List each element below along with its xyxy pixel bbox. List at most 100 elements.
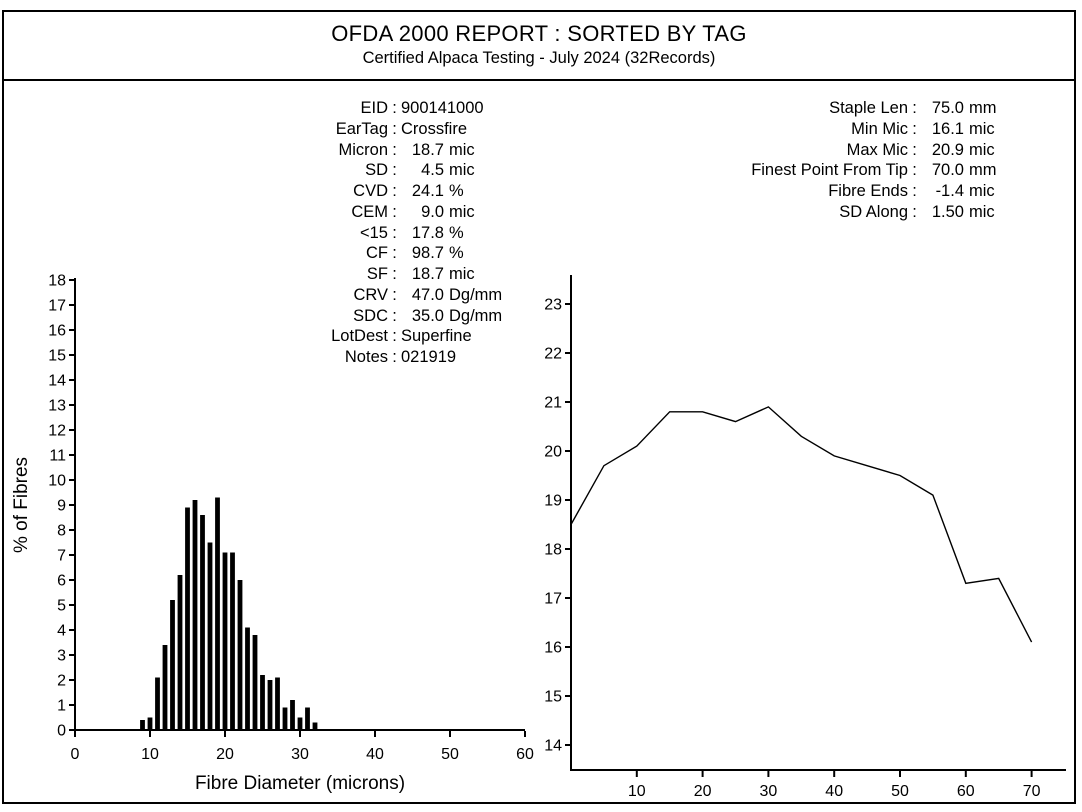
y-tick-label: 23 [544, 297, 562, 314]
profile-y-ticks: 14 15 16 17 18 19 20 21 22 23 [544, 297, 571, 755]
histogram-bar [177, 575, 183, 730]
histogram-bar [275, 677, 280, 730]
stat-row-sf: SF:18.7 mic [150, 264, 502, 285]
histogram-bar [192, 500, 198, 730]
stat-label: Staple Len [829, 99, 908, 117]
histogram-bar [170, 600, 175, 730]
stat-row-staple-len: Staple Len:75.0 mm [660, 98, 997, 119]
stat-value: 70.0 mm [921, 160, 997, 181]
stat-unit: mm [969, 161, 997, 180]
histogram-bar [290, 700, 295, 730]
stat-unit: mic [969, 140, 995, 159]
stat-unit: % [449, 182, 464, 200]
y-tick-label: 4 [57, 623, 66, 640]
stat-value: 18.7 mic [401, 264, 475, 285]
stat-text-value: 900141000 [401, 99, 484, 117]
stat-label: Finest Point From Tip [751, 161, 908, 180]
stat-colon: : [392, 140, 397, 159]
stat-unit: mic [449, 202, 475, 221]
stat-colon: : [912, 182, 917, 200]
stat-unit: % [449, 244, 464, 263]
stat-text-value: Superfine [401, 327, 472, 346]
stat-row-eid: EID:900141000 [150, 98, 502, 119]
stat-row-sd-along: SD Along:1.50 mic [660, 202, 997, 223]
histogram-x-axis-title: Fibre Diameter (microns) [195, 773, 405, 794]
staple-measurements-block: Staple Len:75.0 mm Min Mic:16.1 mic Max Mic:… [660, 98, 997, 223]
x-tick-label: 10 [141, 746, 159, 763]
histogram-bar [305, 707, 310, 730]
x-tick-label: 40 [825, 783, 843, 800]
y-tick-label: 14 [48, 373, 66, 390]
report-title: OFDA 2000 REPORT : SORTED BY TAG [331, 21, 747, 46]
stat-label: CRV [353, 285, 388, 304]
stat-number-value: 24.1 [411, 182, 444, 200]
stat-number-value: 18.7 [411, 140, 444, 159]
y-tick-label: 5 [57, 598, 66, 615]
stat-value: 1.50 mic [921, 202, 995, 223]
stat-colon: : [392, 327, 397, 346]
stat-number-value: 4.5 [421, 161, 444, 180]
histogram-bar [162, 645, 168, 730]
stat-value: 20.9 mic [921, 140, 995, 161]
stat-unit: Dg/mm [449, 306, 503, 325]
stat-row-cvd: CVD:24.1% [150, 181, 502, 202]
stat-number-value: 17.8 [411, 223, 444, 242]
histogram-bar [200, 515, 205, 730]
stat-value: 35.0 Dg/mm [401, 306, 502, 327]
x-tick-label: 10 [628, 783, 646, 800]
stat-number-value: 98.7 [411, 244, 444, 263]
stat-row-eartag: EarTag: Crossfire [150, 119, 502, 140]
histogram-bar [155, 677, 160, 730]
stat-value: 021919 [401, 347, 456, 368]
y-tick-label: 2 [57, 673, 66, 690]
stat-colon: : [392, 285, 397, 304]
stat-value: 24.1% [401, 181, 464, 202]
stat-row-sdc: SDC:35.0 Dg/mm [150, 306, 502, 327]
stat-text-value: Crossfire [401, 119, 468, 138]
stat-number-value: -1.4 [935, 182, 964, 200]
y-tick-label: 20 [544, 444, 562, 461]
histogram-bar [260, 675, 265, 730]
stat-colon: : [392, 223, 397, 242]
y-tick-label: 6 [57, 573, 66, 590]
stat-value: 16.1 mic [921, 119, 995, 140]
stat-number-value: 18.7 [411, 265, 444, 283]
stat-label: Fibre Ends [828, 182, 908, 200]
stat-unit: mic [969, 182, 995, 200]
histogram-bar [245, 627, 250, 730]
stat-colon: : [392, 202, 397, 221]
histogram-bar [140, 720, 145, 730]
x-tick-label: 30 [760, 783, 778, 800]
stat-text-value: 021919 [401, 348, 457, 366]
histogram-bar [215, 497, 220, 730]
x-tick-label: 20 [694, 783, 712, 800]
stat-value: Crossfire [401, 119, 467, 140]
profile-x-ticks: 10 20 30 40 50 60 70 [628, 771, 1041, 800]
micron-profile-line [570, 406, 1033, 643]
stat-number-value: 20.9 [931, 140, 964, 159]
x-tick-label: 20 [216, 746, 234, 763]
stat-number-value: 16.1 [931, 119, 964, 138]
stat-unit: % [449, 223, 464, 242]
stat-value: -1.4 mic [921, 181, 995, 202]
histogram-bar [252, 635, 258, 730]
stat-unit: mic [449, 265, 475, 283]
stat-row-min-mic: Min Mic:16.1 mic [660, 119, 997, 140]
stat-colon: : [392, 99, 397, 117]
stat-colon: : [912, 140, 917, 159]
histogram-bar [297, 717, 303, 730]
stat-row-cem: CEM: 9.0 mic [150, 202, 502, 223]
stat-unit: mic [449, 140, 475, 159]
stat-number-value: 35.0 [411, 306, 444, 325]
y-tick-label: 10 [48, 473, 66, 490]
stat-value: 75.0 mm [921, 98, 997, 119]
stat-value: 9.0 mic [401, 202, 475, 223]
stat-value: 47.0 Dg/mm [401, 285, 502, 306]
stat-colon: : [912, 202, 917, 221]
histogram-x-ticks: 0 10 20 30 40 50 60 [71, 731, 534, 763]
stat-label: Min Mic [851, 119, 908, 138]
stat-label: Notes [344, 348, 388, 366]
stat-number-value: 1.50 [931, 202, 964, 221]
stat-colon: : [912, 119, 917, 138]
